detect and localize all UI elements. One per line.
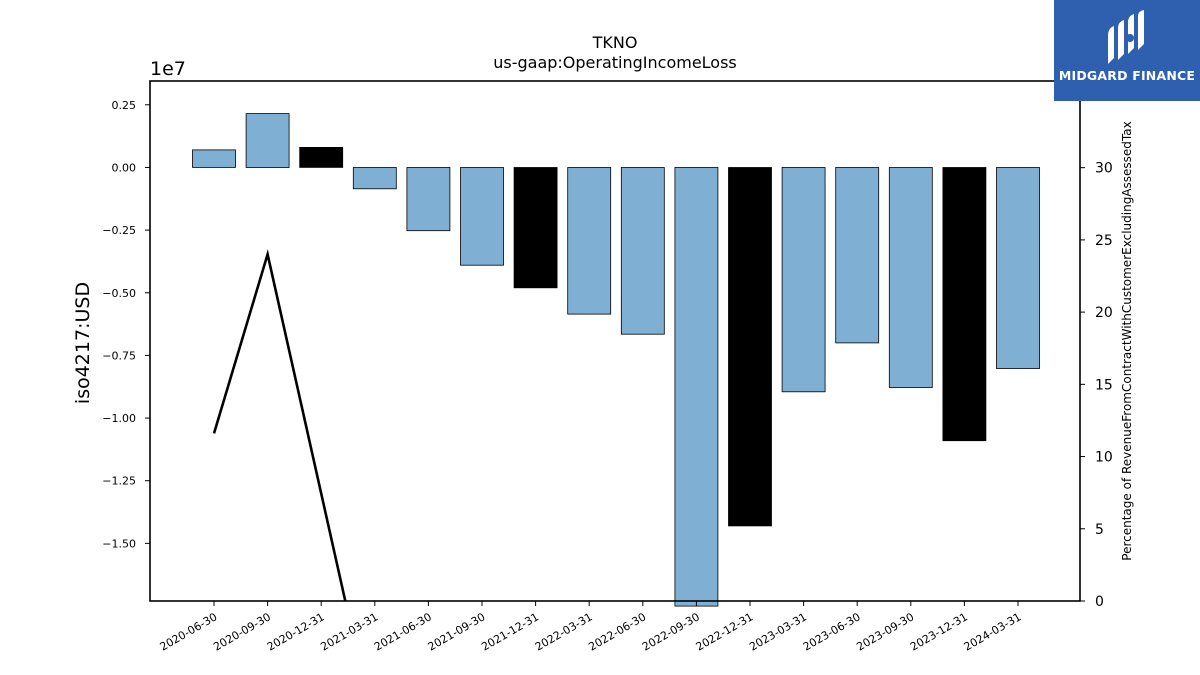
bar-2020-12-31 bbox=[299, 146, 344, 168]
y-tick-label: −1.25 bbox=[102, 475, 136, 488]
brand-logo: MIDGARD FINANCE bbox=[1054, 0, 1200, 101]
bar-2021-06-30 bbox=[406, 167, 451, 232]
y-right-tick-label: 30 bbox=[1095, 161, 1113, 177]
y-right-tick-label: 0 bbox=[1095, 594, 1104, 610]
bar-2022-06-30 bbox=[620, 167, 665, 335]
chart-subtitle: us-gaap:OperatingIncomeLoss bbox=[493, 53, 737, 72]
x-tick-label: 2022-03-31 bbox=[533, 610, 595, 653]
y-tick-label: −1.00 bbox=[102, 412, 136, 425]
bar-2020-06-30 bbox=[192, 149, 236, 168]
y-right-tick-label: 25 bbox=[1095, 233, 1113, 249]
y-right-tick-label: 5 bbox=[1095, 522, 1104, 538]
bar-2021-09-30 bbox=[460, 167, 504, 266]
bar-2021-03-31 bbox=[352, 167, 397, 190]
bar-2023-06-30 bbox=[835, 167, 880, 344]
y-axis-right-label: Percentage of RevenueFromContractWithCus… bbox=[1120, 121, 1134, 560]
y-right-tick-label: 10 bbox=[1095, 450, 1113, 466]
y-tick-label: −1.50 bbox=[102, 537, 136, 550]
x-tick-label: 2023-12-31 bbox=[908, 610, 970, 653]
y-tick-label: −0.25 bbox=[102, 224, 136, 237]
x-tick-label: 2021-12-31 bbox=[479, 610, 541, 653]
y-right-tick-label: 15 bbox=[1095, 377, 1113, 393]
bar-2023-03-31 bbox=[781, 167, 826, 393]
x-tick-label: 2021-03-31 bbox=[318, 610, 380, 653]
chart-title: TKNO bbox=[592, 33, 638, 52]
y-tick-label: 0.00 bbox=[112, 161, 137, 174]
x-tick-label: 2020-12-31 bbox=[265, 610, 327, 653]
y-tick-label: 0.25 bbox=[112, 99, 137, 112]
x-tick-label: 2023-03-31 bbox=[747, 610, 809, 653]
y-offset-label: 1e7 bbox=[150, 58, 186, 80]
y-tick-label: −0.50 bbox=[102, 287, 136, 300]
y-tick-label: −0.75 bbox=[102, 349, 136, 362]
x-tick-label: 2022-06-30 bbox=[586, 610, 648, 653]
bar-2022-09-30 bbox=[674, 167, 719, 607]
x-tick-label: 2023-06-30 bbox=[801, 610, 863, 653]
x-tick-label: 2021-06-30 bbox=[372, 610, 434, 653]
x-tick-label: 2022-09-30 bbox=[640, 610, 702, 653]
percentage-line bbox=[212, 249, 347, 601]
line-group bbox=[212, 249, 347, 601]
x-tick-label: 2024-03-31 bbox=[962, 610, 1024, 653]
bar-2023-12-31 bbox=[942, 167, 987, 442]
bar-2024-03-31 bbox=[996, 167, 1040, 369]
logo-text: MIDGARD FINANCE bbox=[1058, 68, 1196, 83]
x-tick-label: 2022-12-31 bbox=[694, 610, 756, 653]
x-tick-label: 2020-06-30 bbox=[158, 610, 220, 653]
bar-2022-12-31 bbox=[728, 167, 772, 527]
bar-2020-09-30 bbox=[245, 113, 290, 168]
bar-2023-09-30 bbox=[888, 167, 933, 388]
plot-frame bbox=[149, 80, 1081, 602]
y-right-tick-label: 20 bbox=[1095, 305, 1113, 321]
x-tick-label: 2021-09-30 bbox=[426, 610, 488, 653]
bar-2022-03-31 bbox=[567, 167, 612, 315]
bars-group bbox=[192, 113, 1040, 607]
bar-2021-12-31 bbox=[513, 167, 558, 289]
logo-mark-icon bbox=[1108, 10, 1144, 64]
x-tick-label: 2020-09-30 bbox=[211, 610, 273, 653]
x-tick-label: 2023-09-30 bbox=[854, 610, 916, 653]
y-axis-label: iso4217:USD bbox=[72, 282, 94, 404]
